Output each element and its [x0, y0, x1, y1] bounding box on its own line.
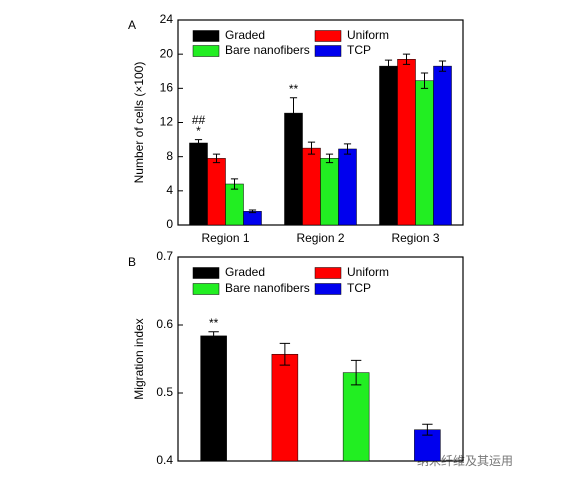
legend-swatch [192, 30, 220, 42]
y-tick-label: 4 [166, 183, 173, 197]
annotation: * [196, 124, 201, 138]
y-tick-label: 8 [166, 149, 173, 163]
bar [415, 80, 434, 226]
error-bar [384, 59, 393, 73]
error-bar [343, 143, 352, 155]
y-tick-label: 16 [160, 81, 174, 95]
bar [379, 65, 398, 226]
bar [271, 353, 299, 462]
bar [397, 59, 416, 226]
bar [200, 335, 227, 462]
y-tick-label: 24 [160, 12, 174, 26]
legend-label: Graded [225, 28, 265, 42]
x-tick-label: Region 3 [391, 231, 439, 245]
y-tick-label: 0.5 [156, 385, 173, 399]
error-bar [422, 423, 433, 436]
legend-swatch [314, 267, 342, 279]
annotation: ## [192, 113, 206, 127]
bar [342, 372, 370, 462]
legend-label: Uniform [347, 265, 389, 279]
plot-frame [177, 256, 464, 462]
bar [225, 183, 244, 226]
y-axis-label: Number of cells (×100) [132, 62, 146, 184]
panel-label: A [128, 18, 136, 32]
bar [284, 112, 303, 226]
error-bar [350, 359, 362, 386]
y-tick-label: 0.6 [156, 317, 173, 331]
error-bar [438, 60, 447, 72]
legend-label: TCP [347, 43, 371, 57]
bar [320, 158, 339, 226]
legend-swatch [192, 283, 220, 295]
error-bar [289, 97, 298, 129]
legend-swatch [314, 45, 342, 57]
legend-label: Bare nanofibers [225, 43, 310, 57]
error-bar [230, 178, 239, 190]
legend-swatch [314, 283, 342, 295]
x-tick-label: Region 1 [201, 231, 249, 245]
legend-swatch [192, 267, 220, 279]
error-bar [402, 53, 411, 65]
error-bar [212, 153, 221, 164]
y-tick-label: 20 [160, 46, 174, 60]
x-tick-label: Region 2 [296, 231, 344, 245]
bar [338, 148, 357, 226]
error-bar [325, 153, 334, 164]
error-bar [194, 139, 203, 147]
error-bar [420, 72, 429, 89]
legend-label: Graded [225, 265, 265, 279]
bar [207, 158, 226, 226]
legend-label: Uniform [347, 28, 389, 42]
bar [433, 65, 452, 226]
error-bar [208, 331, 219, 341]
panel-label: B [128, 255, 136, 269]
legend-label: TCP [347, 281, 371, 295]
legend-swatch [314, 30, 342, 42]
annotation: ** [209, 316, 219, 330]
annotation: ** [289, 82, 299, 96]
legend-swatch [192, 45, 220, 57]
bar [189, 142, 208, 226]
error-bar [279, 342, 291, 366]
error-bar [248, 209, 257, 214]
y-tick-label: 12 [160, 115, 174, 129]
bar [302, 147, 321, 226]
legend-label: Bare nanofibers [225, 281, 310, 295]
y-tick-label: 0 [166, 217, 173, 231]
bar [243, 211, 262, 226]
y-tick-label: 0.7 [156, 249, 173, 263]
y-axis-label: Migration index [132, 318, 146, 399]
error-bar [307, 141, 316, 155]
y-tick-label: 0.4 [156, 453, 173, 467]
watermark: 纳米纤维及其运用 [417, 454, 513, 468]
